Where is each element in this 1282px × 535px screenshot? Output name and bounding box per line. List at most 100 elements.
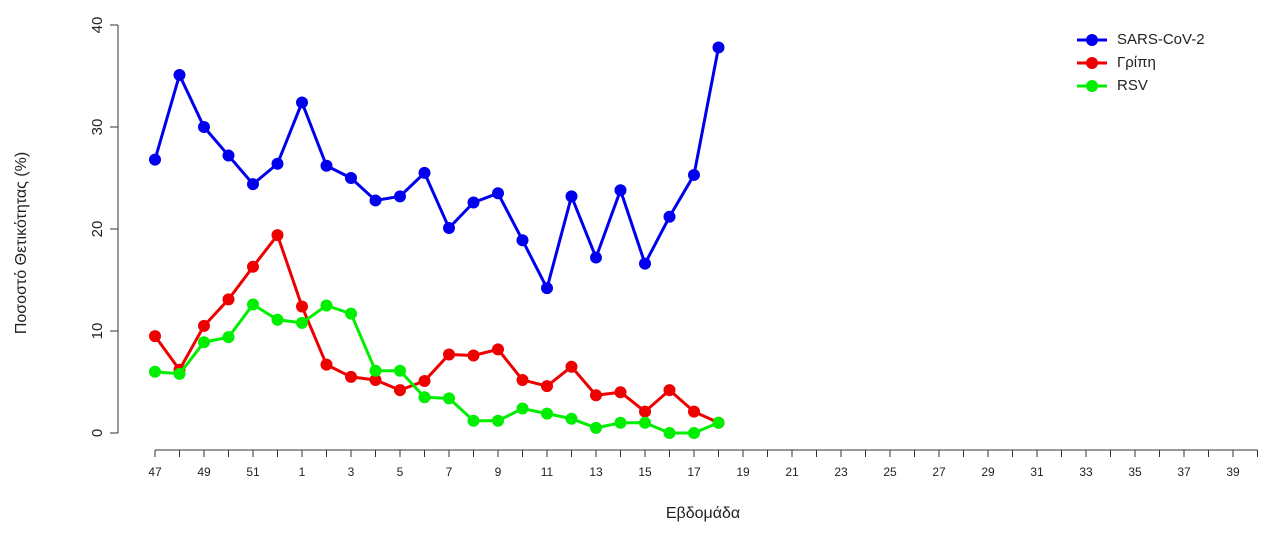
- data-point: [418, 374, 431, 387]
- data-point: [271, 157, 284, 170]
- data-point: [394, 364, 406, 377]
- data-point: [271, 313, 284, 326]
- data-point: [467, 196, 480, 209]
- x-tick-label: 49: [197, 465, 211, 479]
- x-tick-label: 27: [932, 465, 946, 479]
- data-point: [639, 257, 651, 270]
- data-point: [541, 282, 553, 295]
- data-point: [345, 172, 357, 184]
- legend-marker: [1086, 34, 1098, 46]
- data-point: [222, 149, 235, 162]
- data-point: [467, 349, 480, 362]
- x-tick-label: 29: [981, 465, 995, 479]
- data-point: [492, 187, 504, 200]
- legend-marker: [1086, 80, 1098, 92]
- data-point: [247, 298, 259, 311]
- data-point: [639, 405, 651, 418]
- x-tick-label: 9: [495, 465, 502, 479]
- data-point: [296, 316, 308, 329]
- data-point: [198, 121, 210, 133]
- legend-label: SARS-CoV-2: [1117, 31, 1205, 48]
- data-point: [149, 330, 161, 343]
- data-point: [198, 336, 210, 349]
- data-point: [345, 307, 357, 320]
- x-tick-label: 15: [638, 465, 652, 479]
- series-line: [153, 47, 720, 293]
- data-point: [320, 358, 333, 371]
- data-point: [149, 365, 161, 378]
- data-point: [296, 300, 308, 313]
- x-tick-label: 5: [397, 465, 404, 479]
- data-point: [492, 414, 504, 427]
- data-point: [663, 427, 676, 439]
- x-tick-label: 21: [785, 465, 799, 479]
- data-point: [565, 412, 578, 425]
- data-point: [590, 421, 602, 434]
- data-point: [369, 364, 382, 377]
- data-point: [590, 389, 602, 402]
- data-point: [271, 229, 284, 242]
- x-tick-label: 33: [1079, 465, 1093, 479]
- data-point: [394, 190, 406, 203]
- data-point: [443, 348, 455, 361]
- data-point: [247, 178, 259, 191]
- data-point: [369, 194, 382, 207]
- x-tick-label: 7: [446, 465, 453, 479]
- legend-label: RSV: [1117, 77, 1148, 94]
- x-tick-label: 25: [883, 465, 897, 479]
- data-point: [516, 234, 529, 247]
- data-point: [492, 343, 504, 356]
- data-point: [614, 184, 627, 197]
- data-point: [198, 319, 210, 332]
- x-tick-label: 39: [1226, 465, 1240, 479]
- y-tick-label: 40: [89, 17, 106, 34]
- data-point: [663, 384, 676, 397]
- data-point: [516, 402, 529, 415]
- data-point: [541, 407, 553, 420]
- data-point: [149, 153, 161, 166]
- data-point: [639, 416, 651, 429]
- x-tick-label: 3: [348, 465, 355, 479]
- data-point: [565, 360, 578, 373]
- data-point: [443, 221, 455, 234]
- data-point: [247, 260, 259, 273]
- data-point: [173, 367, 186, 380]
- data-point: [516, 373, 529, 386]
- y-tick-label: 20: [89, 221, 106, 238]
- data-point: [565, 190, 578, 203]
- data-point: [296, 96, 308, 109]
- x-tick-label: 37: [1177, 465, 1191, 479]
- data-point: [712, 416, 725, 429]
- x-tick-label: 23: [834, 465, 848, 479]
- x-tick-label: 31: [1030, 465, 1044, 479]
- data-point: [173, 68, 186, 81]
- data-point: [418, 391, 431, 404]
- y-tick-label: 0: [89, 429, 106, 437]
- data-point: [320, 299, 333, 312]
- x-tick-label: 35: [1128, 465, 1142, 479]
- y-axis-label: Ποσοστό Θετικότητας (%): [13, 152, 30, 334]
- x-tick-label: 11: [541, 465, 554, 479]
- series-line: [153, 232, 720, 425]
- data-point: [467, 414, 480, 427]
- data-point: [663, 210, 676, 223]
- x-tick-label: 19: [736, 465, 750, 479]
- data-point: [345, 370, 357, 383]
- data-point: [688, 427, 700, 439]
- data-point: [222, 293, 235, 306]
- x-tick-label: 17: [687, 465, 701, 479]
- data-point: [688, 405, 700, 418]
- data-point: [443, 392, 455, 405]
- x-tick-label: 13: [589, 465, 603, 479]
- x-tick-label: 1: [299, 465, 306, 479]
- data-point: [712, 41, 725, 54]
- data-point: [222, 331, 235, 344]
- x-tick-label: 51: [246, 465, 260, 479]
- x-axis-label: Εβδομάδα: [666, 505, 740, 522]
- y-tick-label: 30: [89, 119, 106, 136]
- data-point: [394, 384, 406, 397]
- x-tick-label: 47: [148, 465, 162, 479]
- data-point: [614, 416, 627, 429]
- data-point: [320, 159, 333, 172]
